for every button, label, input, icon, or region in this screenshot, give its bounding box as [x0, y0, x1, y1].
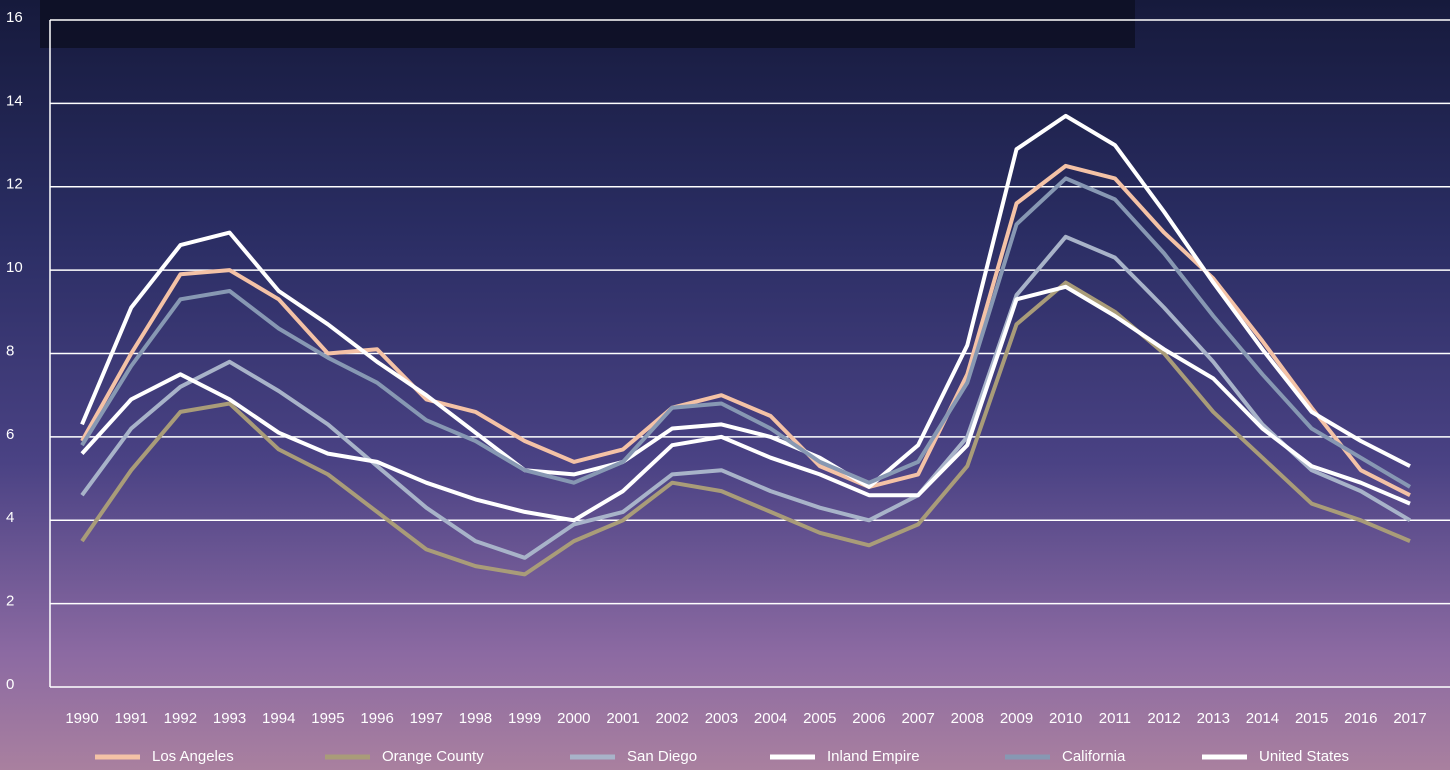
legend-label: United States [1259, 748, 1349, 765]
x-tick-label: 1999 [508, 710, 541, 727]
y-tick-label: 8 [6, 342, 14, 359]
x-tick-label: 2007 [901, 710, 934, 727]
x-tick-label: 1992 [164, 710, 197, 727]
legend-label: San Diego [627, 748, 697, 765]
x-tick-label: 2017 [1393, 710, 1426, 727]
y-tick-label: 10 [6, 259, 23, 276]
y-tick-label: 2 [6, 593, 14, 610]
series-line [80, 176, 1412, 489]
legend-label: California [1062, 748, 1126, 765]
x-tick-label: 2002 [656, 710, 689, 727]
x-tick-label: 2005 [803, 710, 836, 727]
x-tick-label: 2004 [754, 710, 787, 727]
x-tick-label: 2012 [1147, 710, 1180, 727]
x-tick-label: 1993 [213, 710, 246, 727]
x-tick-label: 2014 [1246, 710, 1279, 727]
x-tick-label: 1996 [360, 710, 393, 727]
x-tick-label: 2000 [557, 710, 590, 727]
x-tick-label: 1991 [114, 710, 147, 727]
x-tick-label: 2013 [1197, 710, 1230, 727]
y-tick-label: 12 [6, 176, 23, 193]
x-tick-label: 2006 [852, 710, 885, 727]
x-tick-label: 2016 [1344, 710, 1377, 727]
x-tick-label: 1994 [262, 710, 295, 727]
x-tick-label: 2008 [951, 710, 984, 727]
series-line [80, 113, 1411, 489]
x-tick-label: 2011 [1099, 710, 1131, 727]
series-line [80, 163, 1411, 497]
series-line [80, 280, 1411, 577]
y-tick-label: 4 [6, 509, 14, 526]
legend-label: Los Angeles [152, 748, 234, 765]
series-line [80, 284, 1411, 523]
x-tick-label: 1998 [459, 710, 492, 727]
x-tick-label: 2010 [1049, 710, 1082, 727]
y-tick-label: 16 [6, 9, 23, 26]
x-tick-label: 2001 [606, 710, 639, 727]
x-tick-label: 1990 [65, 710, 98, 727]
x-tick-label: 1997 [410, 710, 443, 727]
pier [40, 0, 1135, 48]
x-tick-label: 2015 [1295, 710, 1328, 727]
x-tick-label: 1995 [311, 710, 344, 727]
legend-label: Inland Empire [827, 748, 920, 765]
y-tick-label: 14 [6, 92, 23, 109]
legend-label: Orange County [382, 748, 484, 765]
y-tick-label: 0 [6, 676, 14, 693]
y-tick-label: 6 [6, 426, 14, 443]
x-tick-label: 2009 [1000, 710, 1033, 727]
series-line [80, 234, 1412, 560]
x-tick-label: 2003 [705, 710, 738, 727]
